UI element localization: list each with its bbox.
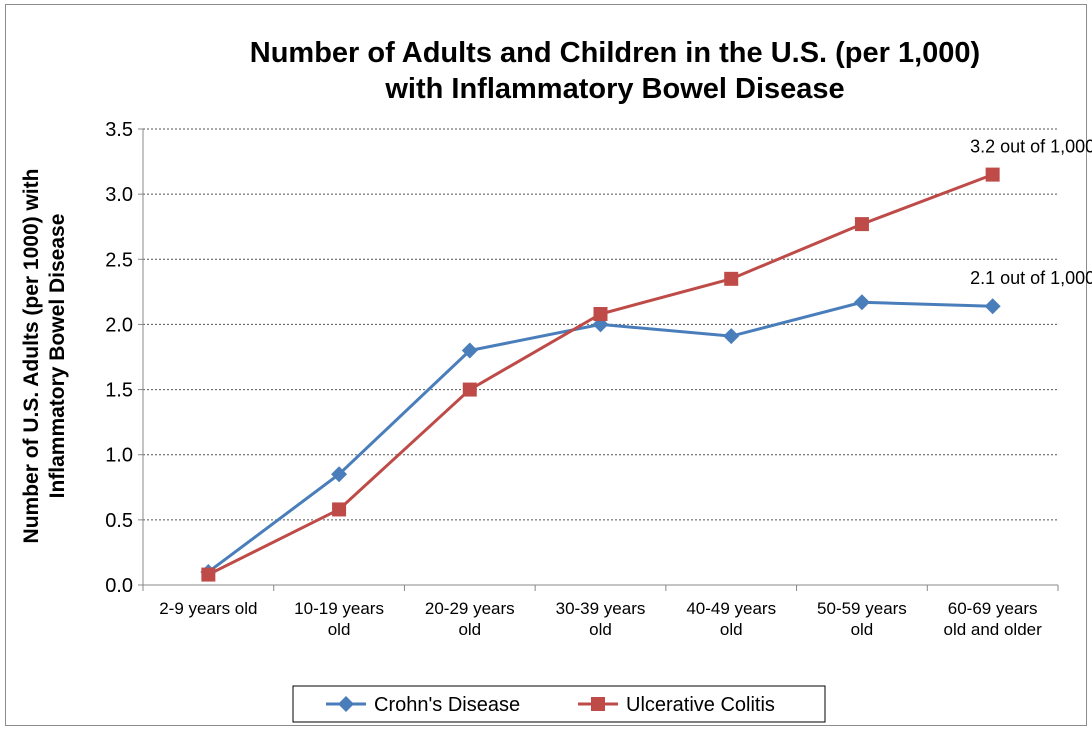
data-point-ulcerative-colitis [462,382,477,397]
x-tick-label: 50-59 years [817,599,907,618]
y-tick-label: 3.5 [105,119,133,141]
x-tick-label: 40-49 years [686,599,776,618]
annotation-label: 2.1 out of 1,000 [970,268,1092,288]
chart-title-line-1: Number of Adults and Children in the U.S… [250,37,980,69]
data-point-crohns [461,342,478,359]
data-point-ulcerative-colitis [332,502,347,517]
x-tick-label: old [328,620,351,639]
x-tick-label: 2-9 years old [159,599,257,618]
y-tick-label: 0.0 [105,575,133,597]
series-line-ulcerative-colitis [207,173,994,576]
legend-marker [591,697,605,711]
y-tick-label: 0.5 [105,510,133,532]
x-tick-label: old [851,620,874,639]
x-tick-label: old [720,620,743,639]
x-tick-label: old [458,620,481,639]
data-point-ulcerative-colitis [985,167,1000,182]
data-point-crohns [853,294,870,311]
annotation-label: 3.2 out of 1,000 [970,137,1092,157]
legend-box [292,685,826,723]
data-point-ulcerative-colitis [593,307,608,322]
legend-label: Crohn's Disease [374,694,520,716]
data-point-ulcerative-colitis [854,217,869,232]
data-point-ulcerative-colitis [724,271,739,286]
plot-area: 0.0 0.5 1.0 1.5 2.0 2.5 3.0 3.5 2-9 years old 10-… [105,119,1092,639]
data-point-crohns [723,328,740,345]
legend: Crohn's Disease Ulcerative Colitis [292,685,826,723]
y-tick-label: 1.5 [105,380,133,402]
legend-marker [338,696,354,712]
y-axis-label-line-2: Inflammatory Bowel Disease [46,214,69,499]
chart-frame [5,4,1087,726]
y-tick-label: 2.5 [105,249,133,271]
y-tick-label: 3.0 [105,184,133,206]
x-tick-label: 60-69 years [948,599,1038,618]
series-line-crohns [207,300,993,574]
x-tick-label: 10-19 years [294,599,384,618]
data-point-crohns [331,466,348,483]
x-tick-label: old and older [943,620,1042,639]
legend-label: Ulcerative Colitis [626,694,775,716]
y-tick-label: 1.0 [105,445,133,467]
chart-title-line-2: with Inflammatory Bowel Disease [384,73,844,105]
x-tick-label: 20-29 years [425,599,515,618]
y-tick-label: 2.0 [105,314,133,336]
data-point-ulcerative-colitis [201,567,216,582]
y-axis-label-line-1: Number of U.S. Adults (per 1000) with [20,169,43,544]
data-point-crohns [984,298,1001,315]
x-tick-label: old [589,620,612,639]
x-tick-label: 30-39 years [556,599,646,618]
